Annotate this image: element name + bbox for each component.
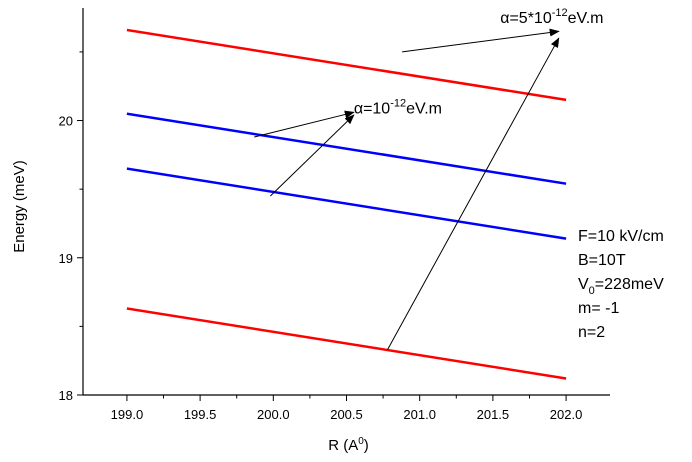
annotation-arrow [270, 114, 355, 197]
series-line-1 [126, 28, 567, 102]
parameter-block: F=10 kV/cm B=10T V0=228meV m= -1 n=2 [578, 228, 664, 341]
x-tick-label: 202.0 [550, 407, 583, 422]
y-axis-label: Energy (meV) [11, 160, 28, 253]
parameter-line: V0=228meV [578, 276, 664, 297]
parameter-line: n=2 [578, 324, 605, 341]
series-line-4 [126, 307, 567, 380]
y-tick-label: 20 [59, 114, 73, 129]
annotation-arrow [402, 28, 560, 53]
axes: 199.0 199.5 200.0 200.5 201.0 201.5 202.0 18 19 2… [11, 8, 610, 454]
x-tick-label: 200.0 [257, 407, 290, 422]
annotation-arrow [254, 110, 355, 138]
x-tick-label: 199.0 [111, 407, 144, 422]
x-axis-label: R (A0) [328, 436, 369, 454]
parameter-line: m= -1 [578, 300, 619, 317]
series-line-2 [126, 112, 567, 185]
x-tick-label: 199.5 [184, 407, 217, 422]
annotation-label-1: α=10-12eV.m [354, 98, 442, 118]
series-layer [126, 28, 567, 380]
x-tick-label: 200.5 [330, 407, 363, 422]
x-tick-label: 201.5 [477, 407, 510, 422]
annotation-arrow [387, 37, 560, 350]
x-tick-label: 201.0 [403, 407, 436, 422]
annotation-label-2: α=5*10-12eV.m [500, 7, 603, 27]
y-tick-label: 18 [59, 388, 73, 403]
parameter-line: B=10T [578, 252, 626, 269]
parameter-line: F=10 kV/cm [578, 228, 664, 245]
annotations: α=10-12eV.m α=5*10-12eV.m [254, 7, 604, 350]
series-line-3 [126, 167, 567, 240]
y-tick-label: 19 [59, 251, 73, 266]
